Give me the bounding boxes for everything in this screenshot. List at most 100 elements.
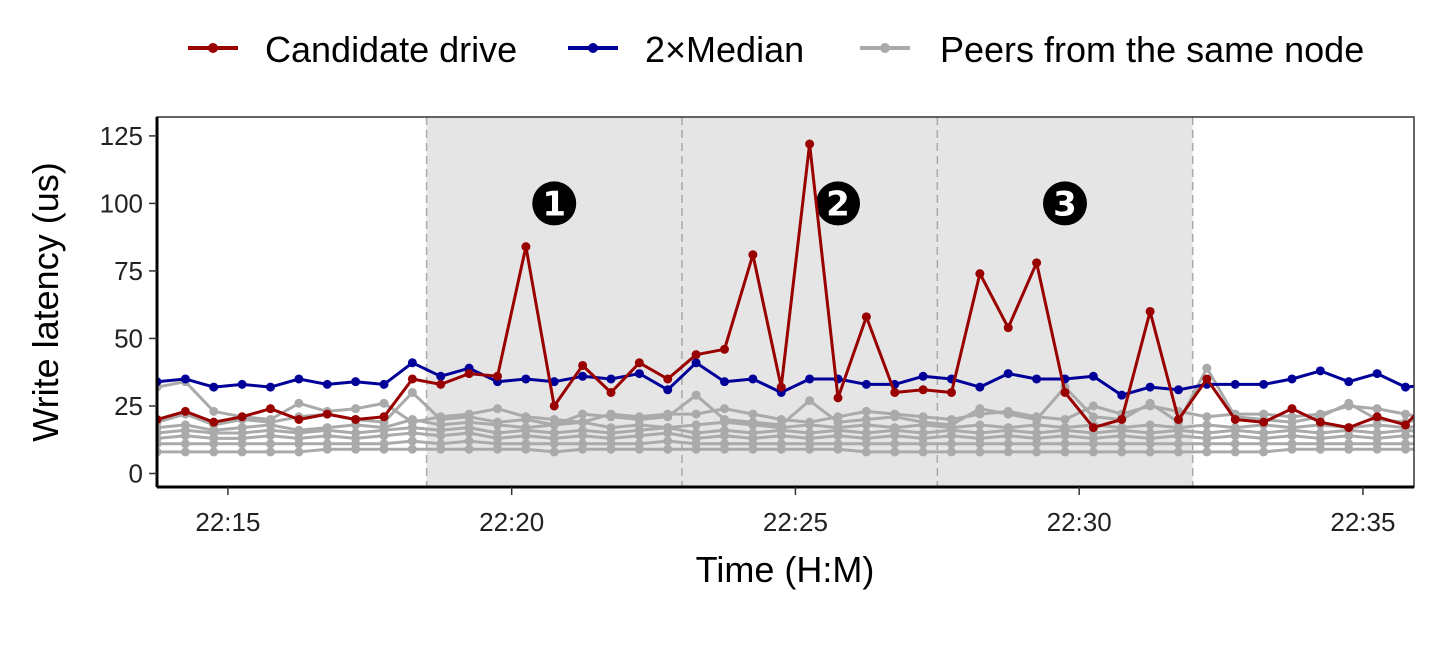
peer-point — [294, 439, 304, 449]
peer-point — [691, 409, 701, 419]
median-2x-point — [634, 369, 644, 379]
median-2x-point — [1372, 369, 1382, 379]
phase-marker-2 — [815, 181, 860, 226]
peer-point — [975, 447, 985, 457]
phase-marker-1 — [532, 181, 577, 226]
peer-point — [861, 439, 871, 449]
peer-point — [1173, 439, 1183, 449]
peer-point — [1202, 412, 1212, 422]
y-tick-label: 125 — [100, 121, 143, 151]
peer-point — [1344, 444, 1354, 454]
peer-point — [975, 439, 985, 449]
peer-point — [776, 444, 786, 454]
peer-point — [719, 404, 729, 414]
median-2x-point — [1117, 390, 1127, 400]
peer-point — [407, 387, 417, 397]
peer-point — [1060, 447, 1070, 457]
median-2x-point — [237, 379, 247, 389]
peer-point — [322, 444, 332, 454]
candidate-drive-point — [1315, 417, 1325, 427]
candidate-drive-point — [1003, 323, 1013, 333]
candidate-drive-point — [805, 139, 815, 149]
peer-point — [1287, 431, 1297, 441]
peer-point — [351, 404, 361, 414]
peer-point — [237, 439, 247, 449]
median-2x-point — [1230, 379, 1240, 389]
peer-point — [549, 439, 559, 449]
median-2x-point — [1145, 382, 1155, 392]
candidate-drive-point — [776, 382, 786, 392]
candidate-drive-point — [578, 360, 588, 370]
x-tick-label: 22:15 — [195, 507, 260, 537]
peer-point — [1003, 431, 1013, 441]
x-tick-label: 22:25 — [763, 507, 828, 537]
peer-point — [890, 439, 900, 449]
peer-point — [180, 447, 190, 457]
legend-marker-candidate-drive — [208, 43, 218, 53]
peer-point — [1032, 420, 1042, 430]
peer-point — [1230, 439, 1240, 449]
candidate-drive-point — [606, 387, 616, 397]
peer-point — [521, 444, 531, 454]
y-axis-title: Write latency (us) — [25, 162, 66, 441]
median-2x-point — [1287, 374, 1297, 384]
peer-point — [748, 444, 758, 454]
candidate-drive-point — [379, 412, 389, 422]
median-2x-series — [157, 358, 1414, 400]
peer-point — [861, 447, 871, 457]
peer-point — [1344, 431, 1354, 441]
peer-point — [946, 439, 956, 449]
peer-point — [407, 414, 417, 424]
peer-point — [833, 431, 843, 441]
peer-point — [833, 444, 843, 454]
median-2x-point — [719, 377, 729, 387]
peer-line — [157, 431, 1414, 440]
peer-point — [663, 412, 673, 422]
median-2x-point — [578, 371, 588, 381]
candidate-drive-point — [1259, 417, 1269, 427]
peer-point — [436, 431, 446, 441]
peer-point — [890, 412, 900, 422]
legend-label-candidate-drive: Candidate drive — [265, 29, 517, 70]
peer-point — [237, 447, 247, 457]
candidate-drive-point — [748, 250, 758, 260]
peer-point — [776, 431, 786, 441]
peer-point — [1372, 420, 1382, 430]
peer-point — [805, 444, 815, 454]
peer-point — [1400, 409, 1410, 419]
peer-point — [1032, 447, 1042, 457]
peer-point — [805, 396, 815, 406]
series-layer — [157, 139, 1414, 457]
peer-point — [975, 420, 985, 430]
median-2x-point — [975, 382, 985, 392]
peer-point — [1145, 398, 1155, 408]
candidate-drive-point — [294, 414, 304, 424]
legend-marker-2x-median — [588, 43, 598, 53]
median-2x-point — [294, 374, 304, 384]
peer-point — [1088, 447, 1098, 457]
peer-point — [606, 412, 616, 422]
peer-point — [379, 431, 389, 441]
peer-point — [918, 447, 928, 457]
median-2x-point — [379, 379, 389, 389]
peer-point — [1372, 444, 1382, 454]
peer-point — [1003, 409, 1013, 419]
median-2x-point — [748, 374, 758, 384]
peer-point — [209, 439, 219, 449]
peer-point — [1202, 439, 1212, 449]
candidate-drive-point — [209, 417, 219, 427]
candidate-drive-series — [157, 139, 1414, 433]
peer-point — [407, 428, 417, 438]
median-2x-point — [436, 371, 446, 381]
y-tick-label: 50 — [114, 323, 143, 353]
median-2x-point — [265, 382, 275, 392]
peer-point — [1117, 431, 1127, 441]
peer-point — [663, 428, 673, 438]
candidate-drive-point — [265, 404, 275, 414]
candidate-drive-point — [634, 358, 644, 368]
peer-point — [890, 431, 900, 441]
peer-point — [1145, 420, 1155, 430]
peer-point — [663, 444, 673, 454]
peer-point — [578, 431, 588, 441]
